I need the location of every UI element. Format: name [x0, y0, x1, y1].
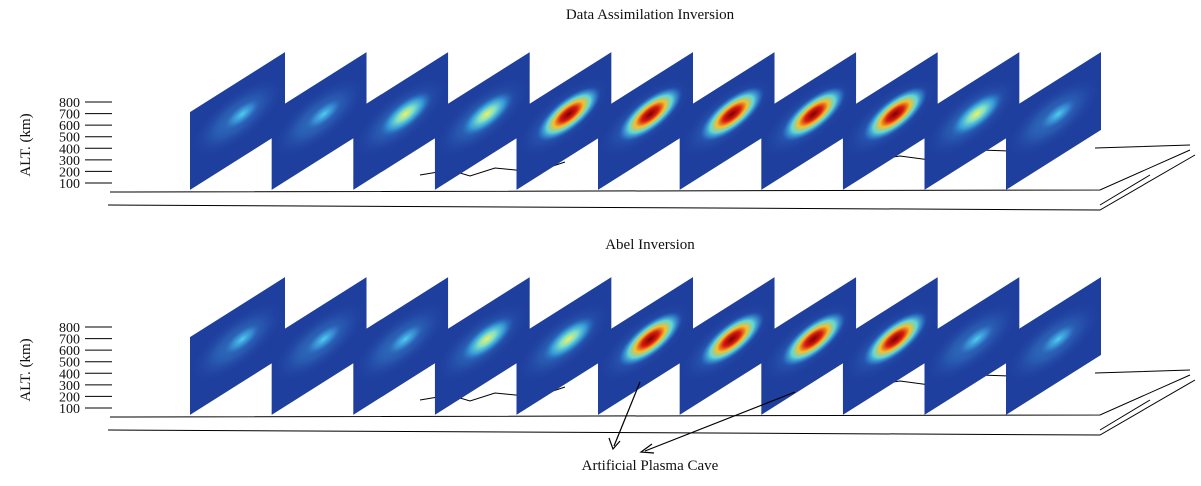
slice-image — [190, 52, 285, 190]
axis-label: ALT. (km) — [18, 338, 34, 401]
slice-image — [843, 277, 938, 415]
slice — [598, 277, 693, 415]
slice — [435, 277, 530, 415]
figure: Data Assimilation Inversion ALT. (km) 80… — [0, 0, 1201, 481]
annotation: Artificial Plasma Cave — [582, 458, 719, 474]
slice-image — [353, 277, 448, 415]
slice-image — [435, 52, 530, 190]
axis-label: ALT. (km) — [18, 113, 34, 176]
slice-image — [353, 52, 448, 190]
slice-image — [1006, 277, 1101, 415]
slice-image — [680, 52, 775, 190]
panel-title: Data Assimilation Inversion — [566, 7, 735, 23]
slice — [680, 277, 775, 415]
slice — [924, 52, 1019, 190]
slice — [353, 52, 448, 190]
panel: Abel Inversion ALT. (km) 800700600500400… — [18, 237, 1195, 435]
slice — [516, 277, 611, 415]
slice — [272, 52, 367, 190]
slice — [435, 52, 530, 190]
slice — [843, 277, 938, 415]
slice-image — [843, 52, 938, 190]
tick-label: 100 — [59, 402, 80, 417]
slice-image — [924, 277, 1019, 415]
slice — [761, 277, 856, 415]
slice — [516, 52, 611, 190]
slice — [353, 277, 448, 415]
slice — [924, 277, 1019, 415]
slice-image — [598, 277, 693, 415]
slice-image — [272, 277, 367, 415]
slice-image — [272, 52, 367, 190]
slice — [1006, 277, 1101, 415]
slice — [761, 52, 856, 190]
slice-image — [761, 52, 856, 190]
slice-image — [435, 277, 530, 415]
slice-image — [761, 277, 856, 415]
slice — [272, 277, 367, 415]
slice-image — [516, 277, 611, 415]
slice-image — [680, 277, 775, 415]
slice — [1006, 52, 1101, 190]
slice — [190, 52, 285, 190]
slice-image — [516, 52, 611, 190]
panel-title: Abel Inversion — [605, 237, 695, 253]
panel: Data Assimilation Inversion ALT. (km) 80… — [18, 7, 1195, 210]
slice — [598, 52, 693, 190]
slice-image — [598, 52, 693, 190]
slice — [680, 52, 775, 190]
slice-image — [1006, 52, 1101, 190]
slice — [190, 277, 285, 415]
slice — [843, 52, 938, 190]
slice-image — [190, 277, 285, 415]
slice-image — [924, 52, 1019, 190]
tick-label: 100 — [59, 177, 80, 192]
